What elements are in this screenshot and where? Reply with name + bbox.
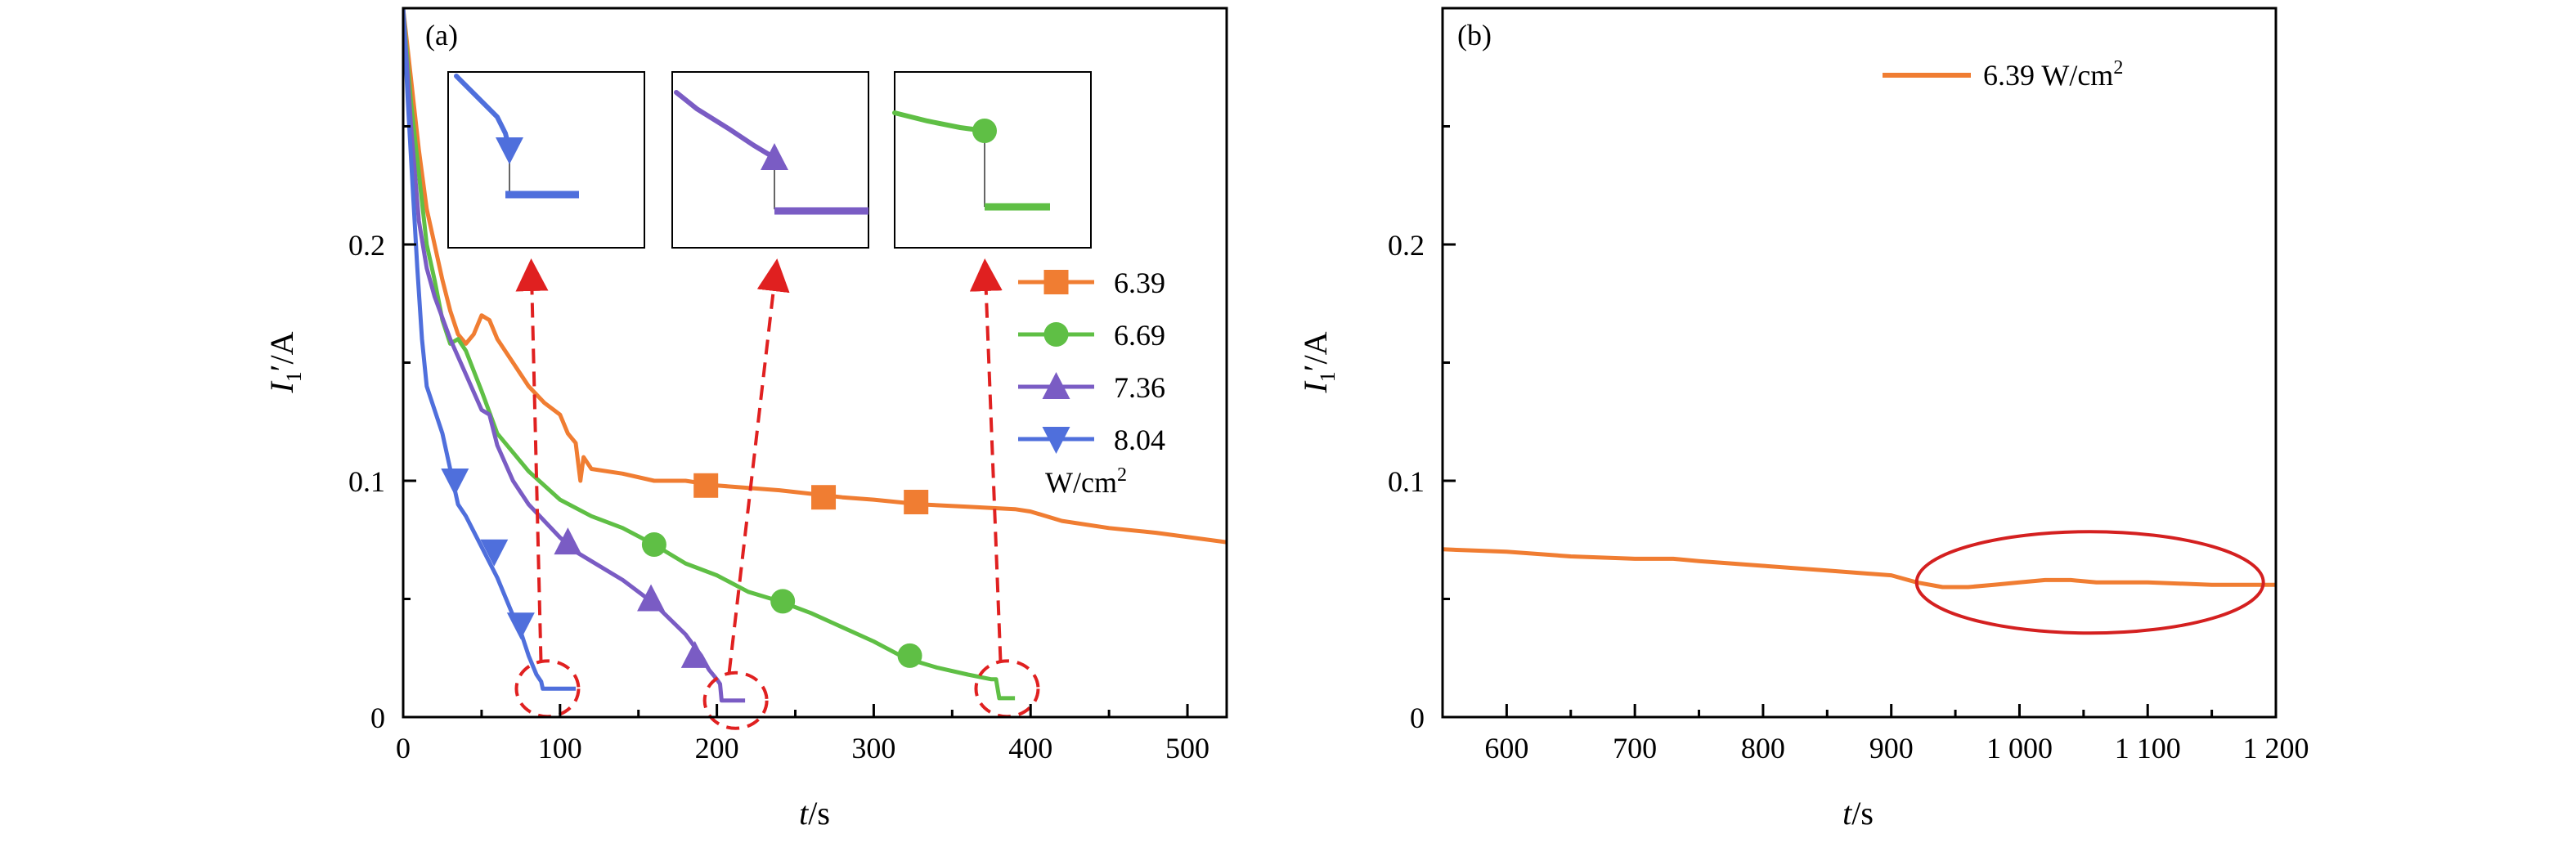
panel-a-ylabel: I1′/A	[263, 331, 306, 393]
series-6-39-marker	[693, 473, 719, 498]
series-b-6-39-line	[1442, 547, 2276, 590]
panel-a-xtick-label: 200	[695, 732, 739, 765]
series-7-36-marker	[637, 584, 666, 612]
zoom-circle-3	[974, 659, 1040, 719]
panel-a-annotations	[514, 258, 1040, 730]
series-7-36-marker	[554, 527, 582, 555]
panel-a-ytick-label: 0.2	[348, 229, 385, 262]
inset-3-marker	[972, 119, 997, 143]
panel-a-xtick-label: 0	[396, 732, 411, 765]
panel-b-ylabel-unit: ′/A	[1297, 331, 1334, 371]
legend-8-04-label: 8.04	[1114, 424, 1165, 456]
series-8-04-marker	[441, 469, 469, 495]
panel-b-frame	[1441, 7, 2278, 719]
panel-a-label: (a)	[425, 19, 458, 52]
series-8-04-marker	[506, 612, 535, 640]
panel-b-highlight-ellipse	[1914, 530, 2265, 635]
inset-3-frame	[894, 71, 1092, 249]
zoom-arrow-3	[969, 258, 1003, 661]
panel-b-legend-label: 6.39 W/cm2	[1983, 57, 2123, 92]
inset-3-trace	[892, 110, 987, 133]
inset-2	[671, 71, 869, 249]
panel-a-xtick-label: 100	[538, 732, 582, 765]
legend-7-36-label: 7.36	[1114, 371, 1165, 404]
panel-a-ylabel-sub: 1	[282, 371, 306, 382]
inset-2-marker	[761, 143, 788, 170]
panel-a-xlabel-unit: /s	[808, 795, 830, 832]
inset-2-trace	[674, 90, 777, 160]
series-6-39-marker	[811, 485, 837, 510]
panel-a-insets	[447, 71, 1092, 249]
zoom-circle-2	[702, 670, 769, 730]
panel-a-ylabel-unit: ′/A	[263, 331, 300, 371]
panel-a-legend-unit-text: W/cm	[1045, 466, 1117, 499]
panel-a-xtick-label: 400	[1008, 732, 1052, 765]
series-8-04-line	[403, 8, 576, 691]
panel-b-xlabel-unit: /s	[1851, 795, 1874, 832]
series-8-04-marker	[480, 539, 509, 567]
panel-a-xtick-label: 300	[851, 732, 895, 765]
panel-a-ticks: 0 100 200 300 400 500 0 0.1 0.2	[348, 7, 1209, 765]
series-6-69-marker	[897, 643, 922, 668]
panel-a-legend: 6.39 6.69 7.36 8.04	[1018, 267, 1165, 456]
panel-a-xlabel-var: t	[799, 795, 809, 832]
panel-b-xtick-label: 1 100	[2115, 732, 2181, 765]
inset-1-marker	[496, 137, 523, 164]
legend-6-69-label: 6.69	[1114, 319, 1165, 352]
panel-b-ylabel-sub: 1	[1316, 371, 1340, 382]
panel-b: 600 700 800 900 1 000 1 100 1 200 0 0.1 0.2 (b) 6…	[1297, 7, 2309, 832]
panel-b-ytick-label: 0	[1410, 702, 1425, 734]
series-7-36-line	[403, 8, 746, 703]
series-6-69-marker	[770, 589, 796, 614]
panel-b-xlabel-var: t	[1842, 795, 1852, 832]
panel-b-xtick-label: 1 000	[1986, 732, 2053, 765]
panel-b-legend-text: 6.39 W/cm	[1983, 59, 2113, 92]
panel-a: 0 100 200 300 400 500 0 0.1 0.2 (a) 6.39 6.69 7.36…	[263, 7, 1228, 832]
panel-a-legend-unit: W/cm2	[1045, 464, 1127, 499]
panel-a-ylabel-var: I	[263, 381, 300, 394]
panel-a-xtick-label: 500	[1165, 732, 1209, 765]
panel-b-annotations	[1914, 530, 2265, 635]
panel-b-xtick-label: 700	[1613, 732, 1657, 765]
panel-b-ytick-label: 0.2	[1388, 229, 1425, 262]
inset-3	[892, 71, 1092, 249]
zoom-arrow-2	[727, 258, 790, 674]
panel-b-xlabel: t/s	[1842, 795, 1874, 832]
legend-6-39-label: 6.39	[1114, 267, 1165, 299]
panel-b-xtick-label: 900	[1869, 732, 1914, 765]
panel-b-xtick-label: 1 200	[2243, 732, 2309, 765]
series-6-39-marker	[904, 490, 929, 515]
panel-b-label: (b)	[1457, 19, 1492, 52]
legend-8-04-marker	[1042, 427, 1070, 454]
panel-b-ticks: 600 700 800 900 1 000 1 100 1 200 0 0.1 0.2	[1388, 7, 2309, 765]
panel-a-ytick-label: 0	[370, 702, 385, 734]
inset-1	[447, 71, 645, 249]
panel-b-data-layer	[1442, 547, 2276, 590]
legend-6-39-marker	[1043, 270, 1069, 294]
legend-6-69-marker	[1043, 322, 1069, 347]
panel-b-legend-sup: 2	[2113, 57, 2123, 78]
panel-b-xtick-label: 600	[1484, 732, 1528, 765]
panel-a-xlabel: t/s	[799, 795, 830, 832]
zoom-arrow-1	[515, 258, 549, 661]
legend-7-36-marker	[1042, 372, 1070, 399]
panel-a-ytick-label: 0.1	[348, 465, 385, 498]
series-6-69-marker	[641, 532, 666, 558]
panel-a-data-layer	[403, 8, 1227, 703]
panel-b-legend: 6.39 W/cm2	[1883, 57, 2123, 92]
panel-b-ytick-label: 0.1	[1388, 465, 1425, 498]
series-6-39-line	[403, 8, 1227, 545]
panel-a-legend-unit-sup: 2	[1117, 464, 1127, 486]
panel-b-ylabel: I1′/A	[1297, 331, 1340, 393]
panel-b-xtick-label: 800	[1741, 732, 1785, 765]
series-7-36-marker	[680, 640, 709, 668]
panel-b-ylabel-var: I	[1297, 381, 1334, 394]
